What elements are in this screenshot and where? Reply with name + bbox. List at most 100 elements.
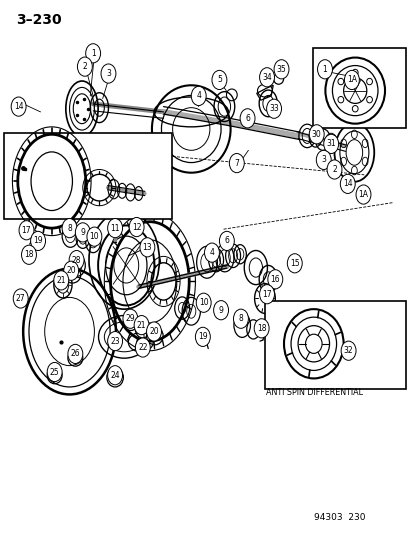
- Text: 10: 10: [89, 232, 99, 241]
- Text: 30: 30: [311, 130, 321, 139]
- Circle shape: [339, 174, 354, 193]
- Circle shape: [107, 366, 122, 385]
- Circle shape: [140, 238, 154, 257]
- Circle shape: [317, 60, 332, 79]
- Text: 16: 16: [270, 275, 280, 284]
- Circle shape: [240, 109, 254, 128]
- Circle shape: [77, 57, 92, 76]
- Circle shape: [101, 64, 116, 83]
- Text: 23: 23: [110, 337, 120, 345]
- Circle shape: [316, 150, 330, 169]
- Circle shape: [47, 362, 62, 382]
- Text: 19: 19: [33, 237, 43, 245]
- Circle shape: [204, 243, 219, 262]
- Text: 20: 20: [149, 327, 159, 336]
- Text: 21: 21: [137, 321, 146, 329]
- Text: 33: 33: [268, 104, 278, 113]
- Text: 1: 1: [90, 49, 95, 58]
- Text: 18: 18: [256, 324, 266, 333]
- Circle shape: [62, 219, 77, 238]
- Circle shape: [85, 44, 100, 63]
- Text: 35: 35: [276, 65, 286, 74]
- Text: 29: 29: [125, 314, 135, 323]
- Circle shape: [134, 316, 149, 335]
- Circle shape: [211, 70, 226, 90]
- Text: 14: 14: [14, 102, 24, 111]
- Text: 22: 22: [138, 343, 147, 352]
- Circle shape: [196, 293, 211, 312]
- Circle shape: [266, 99, 281, 118]
- FancyBboxPatch shape: [312, 48, 405, 128]
- Text: 6: 6: [224, 237, 229, 245]
- Text: 31: 31: [325, 140, 335, 148]
- Circle shape: [129, 217, 144, 237]
- Text: 1A: 1A: [358, 190, 368, 199]
- Circle shape: [191, 86, 206, 106]
- Circle shape: [233, 309, 248, 328]
- Text: 3: 3: [106, 69, 111, 78]
- Text: 24: 24: [110, 371, 120, 379]
- Text: 6: 6: [244, 114, 249, 123]
- Text: 8: 8: [238, 314, 243, 323]
- Text: 19: 19: [197, 333, 207, 341]
- Text: 4: 4: [196, 92, 201, 100]
- Text: ANTI SPIN DIFFERENTIAL: ANTI SPIN DIFFERENTIAL: [266, 388, 362, 397]
- Circle shape: [254, 319, 268, 338]
- Text: 34: 34: [261, 73, 271, 82]
- Text: 3: 3: [320, 156, 325, 164]
- Circle shape: [344, 70, 358, 90]
- Text: 18: 18: [24, 251, 33, 259]
- Circle shape: [146, 322, 161, 341]
- Text: 12: 12: [132, 223, 141, 231]
- Circle shape: [340, 341, 355, 360]
- Text: 26: 26: [70, 350, 80, 358]
- Circle shape: [195, 327, 210, 346]
- Circle shape: [69, 251, 84, 270]
- Text: 11: 11: [110, 224, 119, 232]
- Text: 25: 25: [50, 368, 59, 376]
- Circle shape: [123, 309, 138, 328]
- Circle shape: [107, 219, 122, 238]
- Text: 21: 21: [57, 276, 66, 285]
- Circle shape: [219, 231, 234, 251]
- Circle shape: [213, 301, 228, 320]
- Text: 4: 4: [209, 248, 214, 257]
- Text: 1: 1: [322, 65, 327, 74]
- Text: 9: 9: [80, 228, 85, 237]
- Circle shape: [64, 261, 78, 280]
- Circle shape: [273, 60, 288, 79]
- Text: 20: 20: [66, 266, 76, 275]
- Text: 27: 27: [16, 294, 26, 303]
- Text: 2: 2: [82, 62, 87, 71]
- Circle shape: [75, 223, 90, 242]
- Text: 9: 9: [218, 306, 223, 314]
- Text: 94303  230: 94303 230: [313, 513, 364, 522]
- Circle shape: [13, 289, 28, 308]
- Circle shape: [87, 227, 102, 246]
- Circle shape: [287, 254, 301, 273]
- Circle shape: [355, 185, 370, 204]
- FancyBboxPatch shape: [4, 133, 171, 219]
- Circle shape: [259, 285, 274, 304]
- Circle shape: [21, 245, 36, 264]
- Text: 15: 15: [289, 259, 299, 268]
- Text: 7: 7: [234, 159, 239, 167]
- Text: 28: 28: [72, 256, 81, 264]
- Text: 1A: 1A: [346, 76, 356, 84]
- Text: 8: 8: [67, 224, 72, 232]
- Circle shape: [68, 344, 83, 364]
- Text: 13: 13: [142, 243, 152, 252]
- Text: 2: 2: [331, 165, 336, 174]
- Circle shape: [19, 221, 34, 240]
- Text: 14: 14: [342, 180, 352, 188]
- Text: 17: 17: [261, 290, 271, 298]
- Text: 5: 5: [216, 76, 221, 84]
- Circle shape: [323, 134, 338, 154]
- Circle shape: [11, 97, 26, 116]
- Text: 3–230: 3–230: [17, 13, 62, 27]
- Circle shape: [31, 231, 45, 251]
- Circle shape: [135, 338, 150, 357]
- Circle shape: [54, 271, 69, 290]
- Text: 10: 10: [198, 298, 208, 307]
- Circle shape: [309, 125, 323, 144]
